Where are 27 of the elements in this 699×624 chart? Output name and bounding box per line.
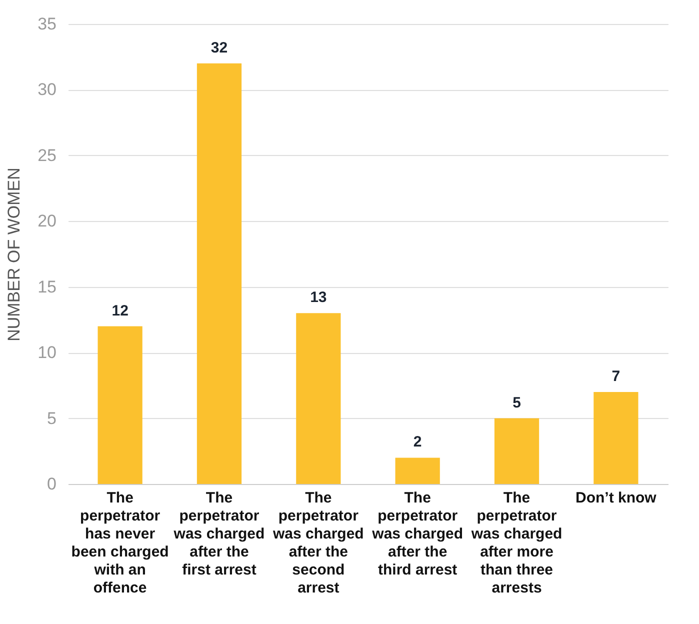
data-label: 7 (612, 368, 620, 385)
x-tick-label: The perpetrator was charged after more than three arrests (470, 490, 562, 596)
x-tick-label: The perpetrator was charged after the first arrest (172, 490, 265, 578)
bar (98, 326, 142, 484)
x-tick-label: The perpetrator was charged after the third arrest (371, 490, 464, 578)
data-label: 5 (512, 394, 521, 412)
x-tick-label: The perpetrator was charged after the second arrest (272, 490, 364, 596)
bar (196, 63, 242, 484)
y-tick-label: 30 (38, 80, 56, 100)
bar (296, 313, 341, 484)
y-tick-label: 15 (38, 277, 56, 296)
data-label: 2 (413, 434, 422, 451)
bar (395, 458, 440, 484)
bar (494, 418, 540, 484)
y-tick-label: 35 (38, 14, 56, 34)
bar (594, 392, 638, 484)
x-tick-label: The perpetrator has never been charged with an offence (71, 490, 169, 596)
y-tick-label: 10 (38, 343, 56, 362)
y-tick-label: 5 (47, 408, 56, 428)
y-tick-label: 25 (38, 146, 56, 165)
y-tick-label: 0 (47, 474, 56, 494)
data-label: 13 (310, 289, 327, 306)
x-tick-label: Don’t know (576, 490, 657, 506)
data-label: 32 (210, 39, 228, 56)
y-tick-label: 20 (38, 212, 56, 231)
y-axis-title: NUMBER OF WOMEN (4, 168, 24, 342)
data-label: 12 (112, 302, 128, 320)
